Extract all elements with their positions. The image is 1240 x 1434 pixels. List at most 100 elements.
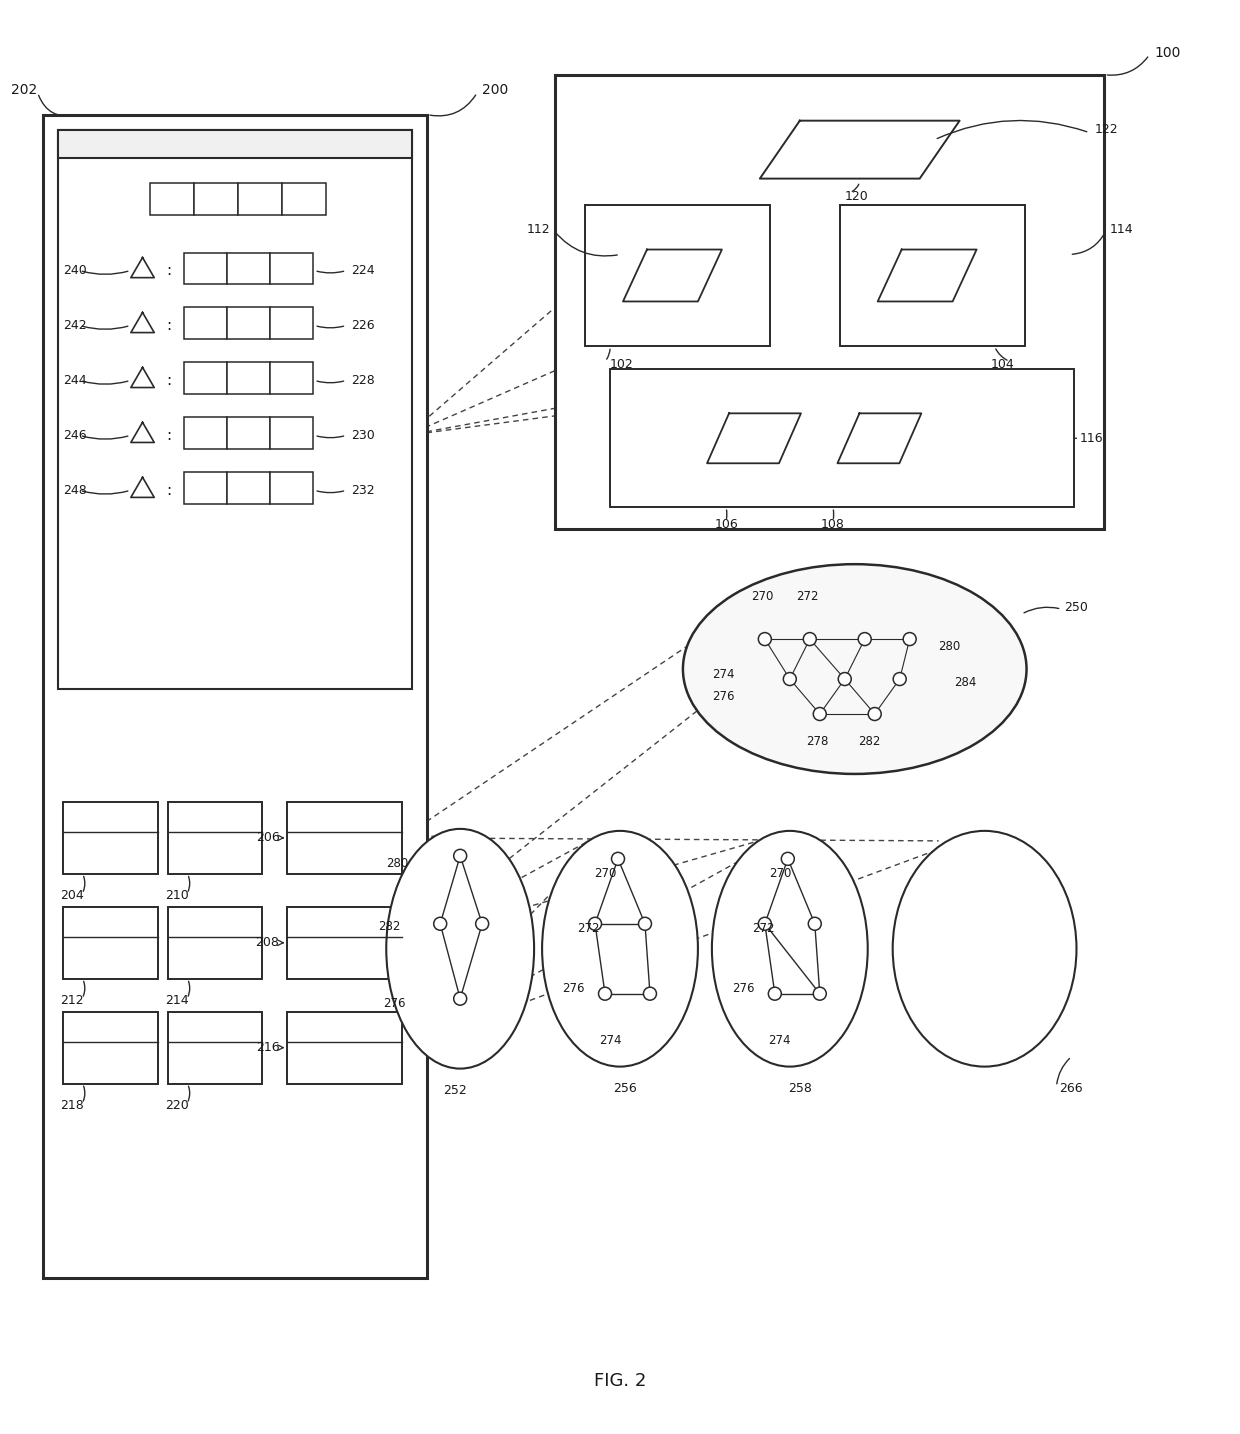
Text: 104: 104 xyxy=(991,358,1014,371)
Bar xyxy=(185,417,227,449)
Circle shape xyxy=(769,987,781,999)
Bar xyxy=(167,906,263,979)
Circle shape xyxy=(868,707,882,720)
Text: 206: 206 xyxy=(255,832,279,845)
Text: 280: 280 xyxy=(386,858,408,870)
Bar xyxy=(57,129,412,158)
Text: 246: 246 xyxy=(63,429,87,442)
Text: :: : xyxy=(166,318,171,333)
Bar xyxy=(288,1011,402,1084)
Text: :: : xyxy=(166,427,171,443)
Text: 240: 240 xyxy=(63,264,87,277)
Bar xyxy=(63,1011,157,1084)
Bar xyxy=(167,1011,263,1084)
Text: 218: 218 xyxy=(61,1098,84,1111)
Bar xyxy=(185,472,227,505)
Text: 276: 276 xyxy=(733,982,755,995)
Bar xyxy=(57,129,412,688)
Text: 272: 272 xyxy=(753,922,775,935)
Bar xyxy=(227,363,270,394)
Text: 256: 256 xyxy=(613,1083,637,1096)
Text: 108: 108 xyxy=(821,518,844,531)
Circle shape xyxy=(893,673,906,685)
Circle shape xyxy=(589,918,601,931)
Circle shape xyxy=(813,987,826,999)
Text: 274: 274 xyxy=(769,1034,791,1047)
Text: 214: 214 xyxy=(165,994,188,1007)
Bar xyxy=(227,252,270,284)
Bar xyxy=(288,802,402,873)
Text: 242: 242 xyxy=(63,318,87,331)
Text: 278: 278 xyxy=(806,736,830,749)
Text: 122: 122 xyxy=(1095,123,1118,136)
Text: 212: 212 xyxy=(61,994,84,1007)
Circle shape xyxy=(781,852,795,865)
Text: :: : xyxy=(166,262,171,278)
Text: 220: 220 xyxy=(165,1098,188,1111)
Bar xyxy=(585,205,770,347)
Text: :: : xyxy=(166,483,171,498)
Circle shape xyxy=(599,987,611,999)
Text: 266: 266 xyxy=(1059,1083,1083,1096)
Bar xyxy=(63,906,157,979)
Ellipse shape xyxy=(542,830,698,1067)
Text: 270: 270 xyxy=(594,868,616,880)
Circle shape xyxy=(454,992,466,1005)
Text: 232: 232 xyxy=(351,483,374,496)
Text: 114: 114 xyxy=(1110,224,1133,237)
Text: 280: 280 xyxy=(937,640,960,652)
Bar xyxy=(288,906,402,979)
Bar xyxy=(281,182,326,215)
Circle shape xyxy=(759,632,771,645)
Text: 200: 200 xyxy=(482,83,508,96)
Text: 204: 204 xyxy=(61,889,84,902)
Bar xyxy=(227,307,270,340)
Bar xyxy=(556,75,1105,529)
Circle shape xyxy=(454,849,466,862)
Text: 274: 274 xyxy=(712,668,735,681)
Bar xyxy=(193,182,238,215)
Text: 282: 282 xyxy=(378,921,401,934)
Text: 282: 282 xyxy=(858,736,880,749)
Text: 116: 116 xyxy=(1080,432,1104,445)
Circle shape xyxy=(644,987,656,999)
Text: 102: 102 xyxy=(610,358,634,371)
Circle shape xyxy=(784,673,796,685)
Text: 230: 230 xyxy=(351,429,374,442)
Bar xyxy=(167,802,263,873)
Circle shape xyxy=(639,918,651,931)
Circle shape xyxy=(804,632,816,645)
Text: 106: 106 xyxy=(714,518,738,531)
Text: 244: 244 xyxy=(63,374,87,387)
Ellipse shape xyxy=(712,830,868,1067)
Text: 276: 276 xyxy=(383,997,405,1010)
Circle shape xyxy=(903,632,916,645)
Text: 112: 112 xyxy=(527,224,551,237)
Circle shape xyxy=(813,707,826,720)
Bar xyxy=(150,182,193,215)
Ellipse shape xyxy=(387,829,534,1068)
Text: 284: 284 xyxy=(955,675,977,688)
Bar xyxy=(227,472,270,505)
Bar xyxy=(185,363,227,394)
Circle shape xyxy=(759,918,771,931)
Bar xyxy=(185,252,227,284)
Ellipse shape xyxy=(893,830,1076,1067)
Text: 202: 202 xyxy=(11,83,37,96)
Bar xyxy=(185,307,227,340)
Text: 228: 228 xyxy=(351,374,374,387)
Bar xyxy=(227,417,270,449)
Bar xyxy=(270,417,314,449)
Circle shape xyxy=(838,673,851,685)
Circle shape xyxy=(611,852,625,865)
Text: 120: 120 xyxy=(844,191,868,204)
Text: 258: 258 xyxy=(787,1083,812,1096)
Text: 270: 270 xyxy=(769,868,791,880)
Text: 224: 224 xyxy=(351,264,374,277)
Circle shape xyxy=(858,632,872,645)
Text: 276: 276 xyxy=(563,982,585,995)
Text: 216: 216 xyxy=(255,1041,279,1054)
Bar xyxy=(270,307,314,340)
Text: 274: 274 xyxy=(599,1034,621,1047)
Circle shape xyxy=(476,918,489,931)
